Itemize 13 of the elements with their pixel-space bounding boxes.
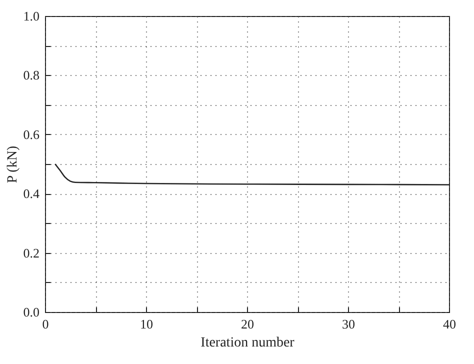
y-tick-label: 0.8 bbox=[23, 68, 40, 83]
y-tick-label: 0.4 bbox=[23, 186, 40, 202]
y-tick-label: 1.0 bbox=[23, 8, 40, 24]
x-axis-title: Iteration number bbox=[200, 336, 295, 350]
y-axis-title: P (kN) bbox=[5, 146, 20, 184]
y-tick-label: 0.0 bbox=[23, 304, 40, 320]
x-tick-label: 0 bbox=[42, 316, 49, 332]
x-tick-label: 20 bbox=[241, 316, 254, 332]
x-tick-label: 30 bbox=[342, 316, 355, 332]
x-tick-label: 40 bbox=[443, 316, 456, 332]
x-tick-label: 10 bbox=[140, 316, 153, 332]
y-tick-label: 0.2 bbox=[23, 245, 40, 260]
y-tick-label: 0.6 bbox=[23, 126, 40, 142]
